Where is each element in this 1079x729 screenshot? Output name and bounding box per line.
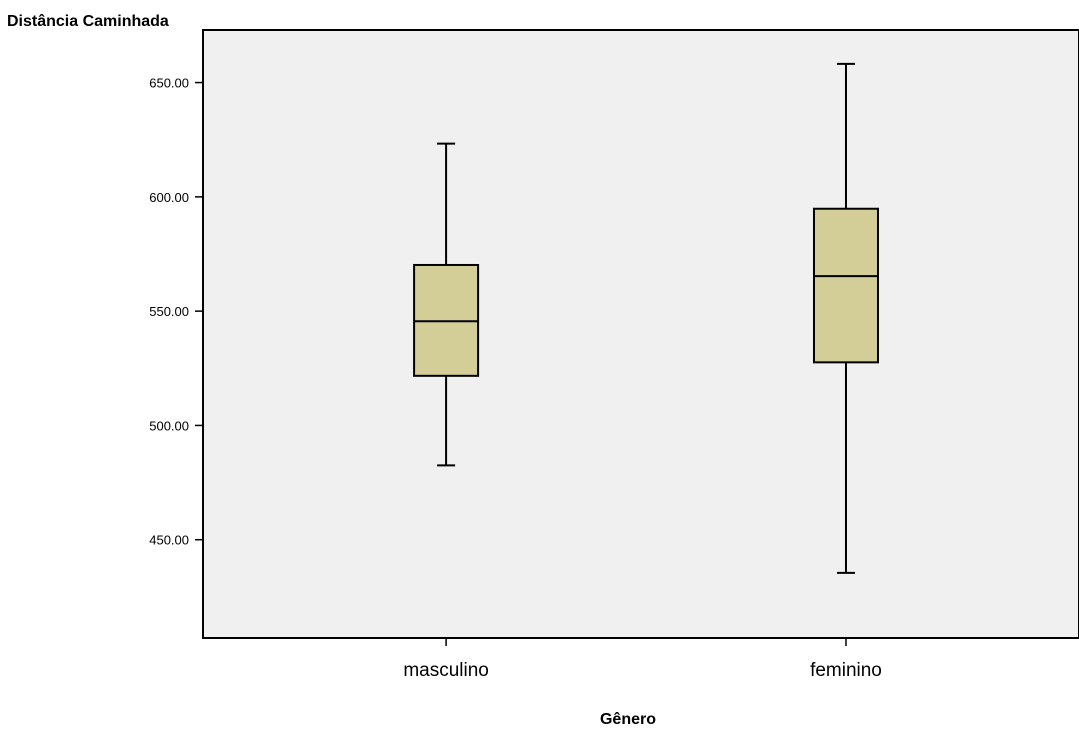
x-axis-ticks: masculino feminino xyxy=(403,638,882,681)
box-feminino xyxy=(812,62,879,574)
y-tick-label: 450.00 xyxy=(149,533,189,548)
y-tick-label: 650.00 xyxy=(149,76,189,91)
y-axis-title: Distância Caminhada xyxy=(7,13,169,30)
plot-area xyxy=(202,29,1079,639)
y-axis-ticks: 450.00 500.00 550.00 600.00 650.00 xyxy=(149,76,203,548)
iqr-box xyxy=(812,207,879,364)
y-tick-label: 600.00 xyxy=(149,190,189,205)
box-masculino xyxy=(413,142,480,467)
boxes xyxy=(413,62,879,574)
y-tick-label: 550.00 xyxy=(149,304,189,319)
y-tick-label: 500.00 xyxy=(149,418,189,433)
x-axis-title: Gênero xyxy=(600,711,656,728)
x-tick-label: feminino xyxy=(810,660,882,681)
x-tick-label: masculino xyxy=(403,660,489,681)
